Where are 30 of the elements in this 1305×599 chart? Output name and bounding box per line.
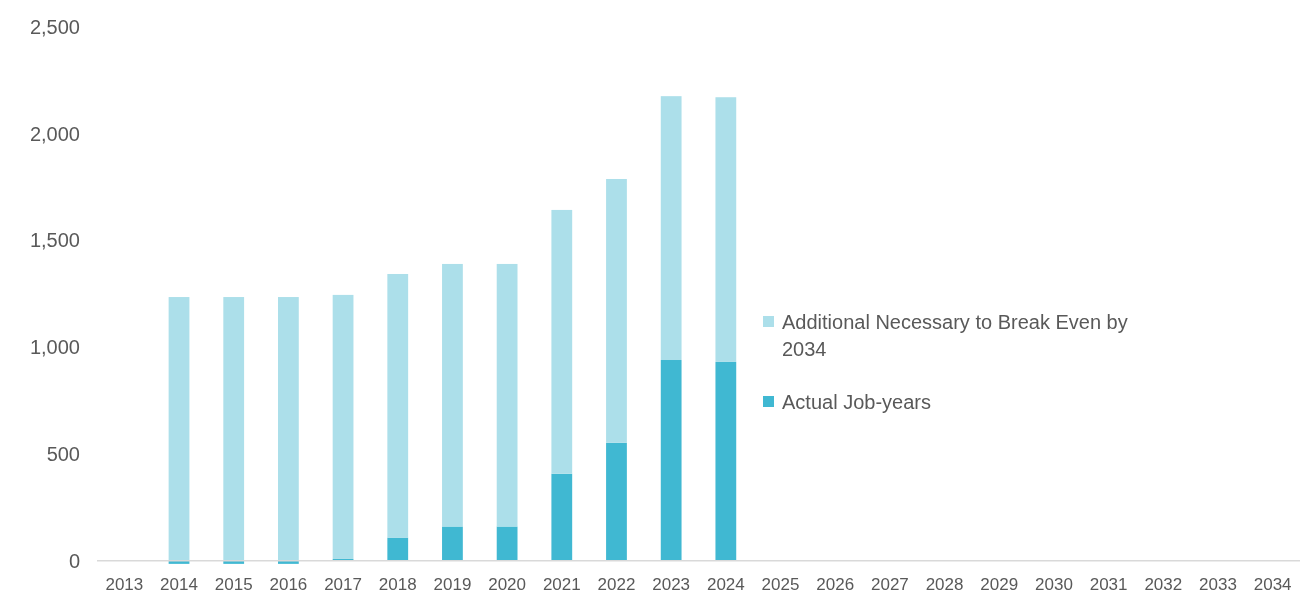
x-tick-label: 2021 [542,574,581,594]
x-tick-label: 2015 [214,574,253,594]
x-tick-label: 2014 [160,574,198,594]
y-tick-label: 0 [68,549,80,572]
x-tick-label: 2017 [324,574,362,594]
y-tick-label: 1,000 [29,336,80,359]
y-tick-label: 2,000 [29,122,80,145]
x-tick-label: 2024 [706,574,745,594]
legend-label: Actual Job-years [782,391,931,413]
x-tick-label: 2025 [761,574,800,594]
x-tick-label: 2020 [488,574,527,594]
x-tick-label: 2022 [597,574,636,594]
x-tick-label: 2018 [378,574,417,594]
legend-label: Additional Necessary to Break Even by 2034 [782,311,1128,360]
x-tick-label: 2019 [433,574,472,594]
y-tick-label: 2,500 [29,15,80,38]
x-tick-label: 2034 [1253,574,1292,594]
x-tick-label: 2031 [1089,574,1128,594]
x-tick-label: 2013 [105,574,144,594]
x-tick-label: 2027 [870,574,909,594]
x-tick-label: 2023 [652,574,691,594]
x-tick-label: 2016 [269,574,308,594]
x-tick-label: 2026 [816,574,855,594]
x-tick-label: 2030 [1035,574,1073,594]
y-tick-label: 500 [46,442,80,465]
x-tick-label: 2029 [980,574,1019,594]
x-tick-label: 2028 [925,574,964,594]
x-tick-label: 2032 [1144,574,1183,594]
x-tick-label: 2033 [1199,574,1237,594]
y-tick-label: 1,500 [29,229,80,252]
